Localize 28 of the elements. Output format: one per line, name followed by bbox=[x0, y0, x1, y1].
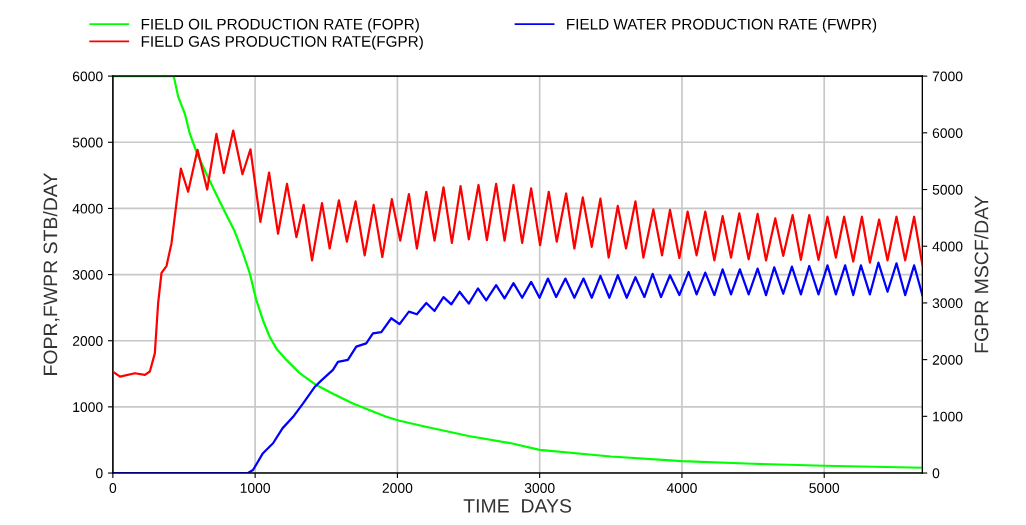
y2-tick-label: 6000 bbox=[932, 128, 963, 138]
x-tick-label: 1000 bbox=[240, 483, 271, 493]
y2-tick-label: 5000 bbox=[932, 184, 963, 195]
y-axis-title: FOPR,FWPR STB/DAY bbox=[43, 173, 60, 375]
x-tick-label: 3000 bbox=[524, 483, 555, 493]
legend-label: FIELD OIL PRODUCTION RATE (FOPR) bbox=[141, 18, 419, 33]
y2-tick-label: 0 bbox=[932, 468, 940, 479]
y2-tick-label: 1000 bbox=[933, 411, 963, 422]
legend-label: FIELD GAS PRODUCTION RATE(FGPR) bbox=[141, 35, 423, 50]
x-tick-label: 2000 bbox=[382, 483, 413, 493]
y2-tick-label: 7000 bbox=[932, 71, 963, 82]
x-axis-title: TIME DAYS bbox=[463, 498, 572, 513]
y-tick-label: 0 bbox=[95, 468, 103, 479]
y-tick-label: 2000 bbox=[72, 336, 103, 346]
x-tick-label: 0 bbox=[109, 483, 117, 493]
legend-label: FIELD WATER PRODUCTION RATE (FWPR) bbox=[567, 18, 877, 33]
y2-tick-label: 2000 bbox=[932, 354, 963, 365]
y-tick-label: 4000 bbox=[72, 203, 103, 214]
x-tick-label: 4000 bbox=[666, 483, 697, 493]
y-tick-label: 6000 bbox=[72, 71, 103, 82]
y-tick-label: 5000 bbox=[72, 137, 103, 148]
y-tick-label: 1000 bbox=[73, 402, 103, 413]
x-tick-label: 5000 bbox=[809, 483, 840, 493]
y2-tick-label: 3000 bbox=[932, 298, 963, 309]
y2-tick-label: 4000 bbox=[932, 241, 963, 252]
line-series bbox=[112, 129, 923, 378]
y2-axis-title: FGPR MSCF/DAY bbox=[974, 195, 989, 353]
y-tick-label: 3000 bbox=[72, 269, 103, 280]
